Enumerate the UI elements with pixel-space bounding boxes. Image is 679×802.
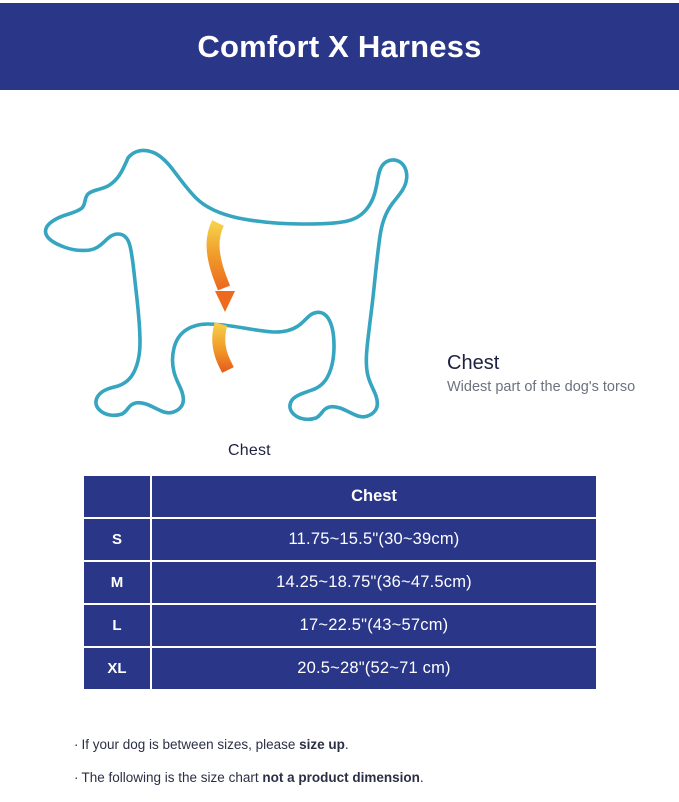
bullet-icon: · — [74, 737, 79, 752]
table-row: M 14.25~18.75"(36~47.5cm) — [84, 562, 596, 603]
chest-value-m: 14.25~18.75"(36~47.5cm) — [152, 562, 596, 603]
size-label-l: L — [84, 605, 150, 646]
table-row: S 11.75~15.5"(30~39cm) — [84, 519, 596, 560]
footnote-emphasis: not a product dimension — [262, 769, 420, 785]
chest-value-s: 11.75~15.5"(30~39cm) — [152, 519, 596, 560]
page-title: Comfort X Harness — [197, 29, 482, 64]
page-header: Comfort X Harness — [0, 3, 679, 90]
table-header-size — [84, 476, 150, 517]
size-label-s: S — [84, 519, 150, 560]
legend-title: Chest — [447, 352, 500, 374]
footnote-text-after: . — [419, 769, 424, 785]
footnote-emphasis: size up — [299, 737, 345, 752]
chest-value-xl: 20.5~28"(52~71 cm) — [152, 648, 596, 689]
chest-measure-band-upper — [206, 220, 235, 312]
footnote-text-before: The following is the size chart — [81, 769, 263, 785]
table-header-chest: Chest — [152, 476, 596, 517]
chest-value-l: 17~22.5"(43~57cm) — [152, 605, 596, 646]
diagram-chest-label: Chest — [228, 442, 271, 459]
footnote-text-after: . — [344, 737, 349, 752]
dog-outline-path — [43, 148, 409, 422]
footnote-text-before: If your dog is between sizes, please — [81, 737, 300, 752]
size-chart-table: Chest S 11.75~15.5"(30~39cm) M 14.25~18.… — [82, 474, 598, 691]
footnotes: · If your dog is between sizes, please si… — [74, 737, 634, 802]
footnote-not-product-dimension: · The following is the size chart not a p… — [74, 770, 634, 786]
footnote-size-up: · If your dog is between sizes, please si… — [74, 737, 634, 753]
table-row: L 17~22.5"(43~57cm) — [84, 605, 596, 646]
size-label-m: M — [84, 562, 150, 603]
legend-description: Widest part of the dog's torso — [447, 379, 636, 395]
chest-legend: Chest Widest part of the dog's torso — [447, 352, 637, 397]
chest-measure-band-lower — [212, 322, 234, 373]
diagram-section: Chest Chest Widest part of the dog's tor… — [0, 90, 679, 460]
table-row: XL 20.5~28"(52~71 cm) — [84, 648, 596, 689]
table-header-row: Chest — [84, 476, 596, 517]
bullet-icon: · — [74, 769, 79, 785]
dog-illustration — [30, 128, 440, 448]
size-label-xl: XL — [84, 648, 150, 689]
